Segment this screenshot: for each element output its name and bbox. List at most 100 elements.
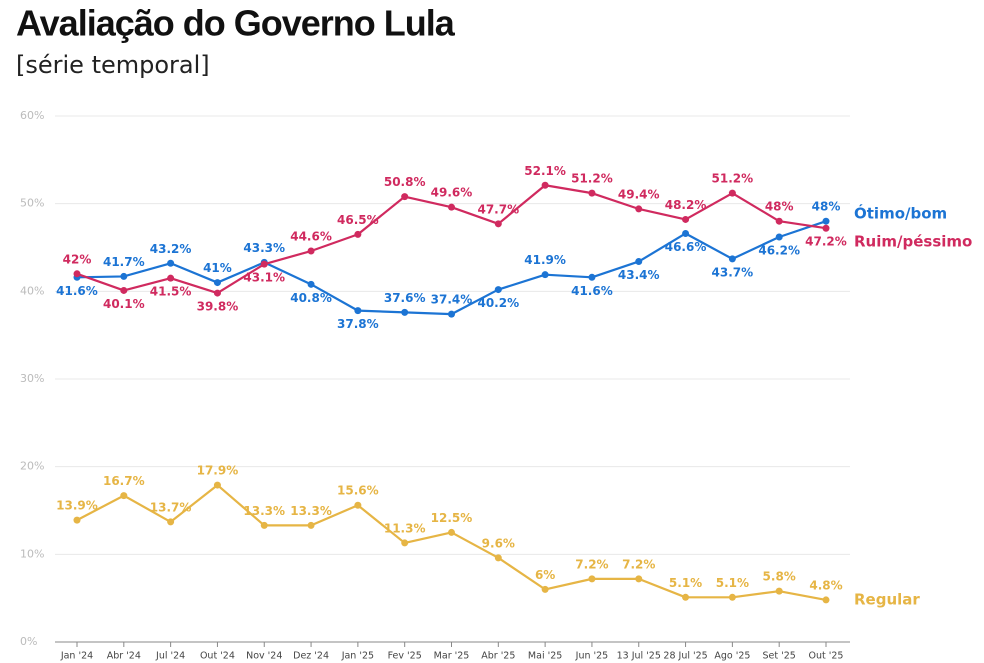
data-label: 13.9% bbox=[56, 499, 98, 513]
data-label: 4.8% bbox=[809, 578, 842, 592]
x-tick-label: Abr '25 bbox=[481, 651, 515, 662]
data-label: 49.4% bbox=[618, 187, 660, 201]
data-label: 17.9% bbox=[197, 464, 239, 478]
data-label: 43.7% bbox=[712, 265, 754, 279]
data-point bbox=[260, 260, 268, 268]
chart-title: Avaliação do Governo Lula bbox=[16, 3, 456, 44]
data-point bbox=[682, 215, 690, 223]
data-point bbox=[120, 492, 128, 500]
x-tick-label: Nov '24 bbox=[246, 651, 282, 662]
x-tick-label: Jul '24 bbox=[155, 651, 185, 662]
data-label: 12.5% bbox=[431, 511, 473, 525]
data-label: 5.1% bbox=[669, 576, 702, 590]
data-label: 43.3% bbox=[243, 241, 285, 255]
data-label: 13.3% bbox=[290, 504, 332, 518]
data-label: 47.2% bbox=[805, 235, 847, 249]
data-point bbox=[120, 286, 128, 294]
data-label: 49.6% bbox=[431, 186, 473, 200]
x-tick-label: Ago '25 bbox=[714, 651, 750, 662]
data-point bbox=[822, 224, 830, 232]
y-tick-label: 10% bbox=[20, 547, 44, 560]
data-label: 13.7% bbox=[150, 500, 192, 514]
data-point bbox=[354, 307, 362, 315]
data-label: 41.7% bbox=[103, 255, 145, 269]
data-label: 37.8% bbox=[337, 317, 379, 331]
data-point bbox=[588, 273, 596, 281]
data-label: 40.2% bbox=[477, 296, 519, 310]
data-point bbox=[213, 481, 221, 489]
data-point bbox=[307, 280, 315, 288]
data-label: 46.5% bbox=[337, 213, 379, 227]
data-point bbox=[354, 230, 362, 238]
data-point bbox=[73, 270, 81, 278]
data-point bbox=[120, 272, 128, 280]
data-point bbox=[167, 259, 175, 267]
data-point bbox=[307, 521, 315, 529]
data-point bbox=[494, 220, 502, 228]
data-point bbox=[541, 181, 549, 189]
data-point bbox=[494, 286, 502, 294]
data-point bbox=[307, 247, 315, 255]
data-label: 44.6% bbox=[290, 230, 332, 244]
data-point bbox=[635, 575, 643, 583]
data-point bbox=[401, 308, 409, 316]
data-label: 52.1% bbox=[524, 164, 566, 178]
data-label: 11.3% bbox=[384, 521, 426, 535]
y-tick-label: 0% bbox=[20, 635, 37, 648]
data-point bbox=[635, 205, 643, 213]
y-tick-label: 50% bbox=[20, 197, 44, 210]
data-label: 13.3% bbox=[243, 504, 285, 518]
data-point bbox=[635, 258, 643, 266]
data-label: 48% bbox=[812, 200, 841, 214]
data-point bbox=[167, 274, 175, 282]
data-label: 40.8% bbox=[290, 291, 332, 305]
data-label: 37.6% bbox=[384, 291, 426, 305]
data-label: 50.8% bbox=[384, 175, 426, 189]
data-label: 41.5% bbox=[150, 285, 192, 299]
x-tick-label: Out '25 bbox=[809, 651, 844, 662]
data-label: 9.6% bbox=[482, 536, 515, 550]
data-label: 43.4% bbox=[618, 268, 660, 282]
data-point bbox=[728, 189, 736, 197]
data-point bbox=[213, 279, 221, 287]
y-tick-label: 20% bbox=[20, 460, 44, 473]
data-point bbox=[822, 596, 830, 604]
x-tick-label: Mar '25 bbox=[434, 651, 470, 662]
y-tick-label: 40% bbox=[20, 284, 44, 297]
data-point bbox=[682, 229, 690, 237]
data-label: 15.6% bbox=[337, 484, 379, 498]
data-label: 48% bbox=[765, 200, 794, 214]
data-label: 42% bbox=[63, 252, 92, 266]
data-label: 51.2% bbox=[571, 172, 613, 186]
x-tick-label: Mai '25 bbox=[528, 651, 562, 662]
data-point bbox=[775, 233, 783, 241]
y-tick-label: 60% bbox=[20, 109, 44, 122]
data-point bbox=[728, 593, 736, 601]
x-tick-label: Out '24 bbox=[200, 651, 235, 662]
data-label: 47.7% bbox=[477, 202, 519, 216]
x-tick-label: Abr '24 bbox=[107, 651, 141, 662]
data-label: 7.2% bbox=[575, 557, 608, 571]
legend-label: Ótimo/bom bbox=[854, 204, 947, 223]
x-tick-label: Jun '25 bbox=[575, 651, 609, 662]
data-label: 5.8% bbox=[763, 570, 796, 584]
chart-subtitle: [série temporal] bbox=[16, 51, 210, 79]
x-tick-label: Dez '24 bbox=[293, 651, 329, 662]
data-label: 39.8% bbox=[197, 300, 239, 314]
data-label: 48.2% bbox=[665, 198, 707, 212]
data-point bbox=[167, 518, 175, 526]
legend-label: Regular bbox=[854, 590, 920, 608]
x-tick-label: Jan '25 bbox=[341, 651, 374, 662]
data-label: 5.1% bbox=[716, 576, 749, 590]
data-label: 6% bbox=[535, 568, 555, 582]
data-point bbox=[541, 585, 549, 593]
data-point bbox=[354, 501, 362, 509]
data-label: 51.2% bbox=[712, 172, 754, 186]
data-point bbox=[213, 289, 221, 297]
data-label: 41.9% bbox=[524, 253, 566, 267]
x-tick-label: Jan '24 bbox=[60, 651, 93, 662]
data-point bbox=[588, 575, 596, 583]
data-label: 7.2% bbox=[622, 557, 655, 571]
data-label: 40.1% bbox=[103, 297, 145, 311]
